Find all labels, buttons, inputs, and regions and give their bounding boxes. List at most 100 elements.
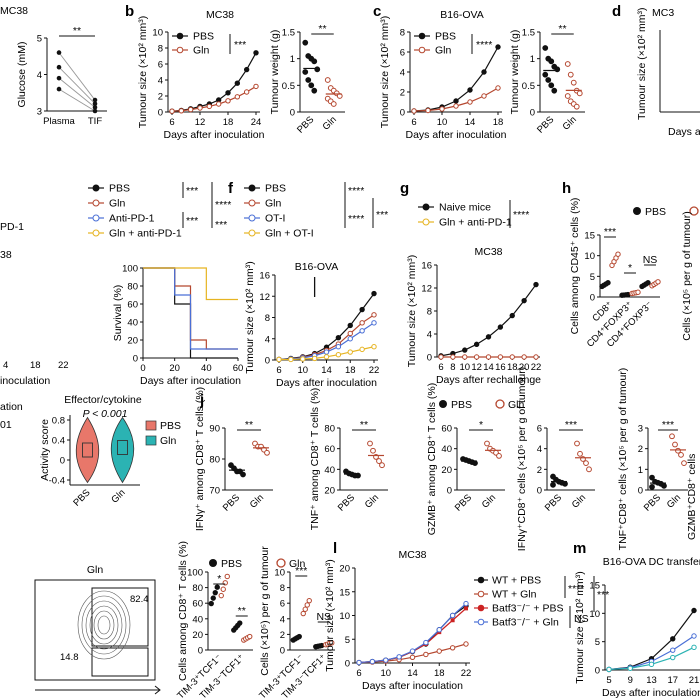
panel-l-legend-marker-3 xyxy=(477,618,485,626)
legend-k-gln-marker xyxy=(276,558,286,568)
panel-j4-series-1-point-4 xyxy=(586,466,592,473)
panel-b-xtick-label-2: 18 xyxy=(223,117,234,128)
panel-b-series-0-point-9 xyxy=(253,50,259,56)
panel-k2-series-1-cat-0-pt-3 xyxy=(224,573,230,580)
panel-l-series-3-point-0 xyxy=(356,659,362,666)
panel-j5-sig-0: *** xyxy=(662,419,674,431)
panel-e-legend-marker-3 xyxy=(92,229,100,237)
panel-f-series-0-point-5 xyxy=(335,334,342,341)
panel-c-ytick-label-2: 4 xyxy=(400,68,405,79)
panel-m-series-2-point-0 xyxy=(606,666,612,673)
panel-c-ytick-label-4: 8 xyxy=(400,28,405,39)
panel-j5-ytick-label-0: 0 xyxy=(638,486,643,497)
panel-g-series-1-point-7 xyxy=(521,354,527,360)
panel-k1-gate-value-1: 14.8 xyxy=(60,652,79,663)
panel-k1-contour-0 xyxy=(97,615,111,635)
panel-b2-cat-0: PBS xyxy=(295,114,316,135)
legend-k-pbs: PBS xyxy=(221,558,242,570)
panel-k1: Gln 82.4 14.8 xyxy=(34,564,161,695)
panel-l-legend-label-0: WT + PBS xyxy=(492,575,541,587)
panel-j5-series-1-point-4 xyxy=(681,460,687,467)
panel-c-xtick-label-1: 10 xyxy=(437,117,448,128)
panel-j4-series-1-point-1 xyxy=(577,450,583,457)
legend-h-gln-marker xyxy=(689,206,699,216)
panel-j2-ytick-label-1: 40 xyxy=(324,465,335,476)
panel-f-ytick-label-3: 12 xyxy=(259,292,270,303)
panel-b-series-0-line xyxy=(171,52,257,112)
panel-a-plasma-2 xyxy=(56,75,62,81)
panel-f-series-0-point-6 xyxy=(347,322,353,329)
fragment-e-3: inoculation xyxy=(0,375,50,387)
panel-k1-contour-2 xyxy=(89,605,119,645)
panel-h-series-0-cat-2-pt-3 xyxy=(645,280,651,286)
panel-c-series-1-point-3 xyxy=(453,103,459,109)
panel-label-b: b xyxy=(125,3,134,20)
panel-k2-ytick-label-2: 40 xyxy=(192,614,203,625)
panel-j5-series-0-point-5 xyxy=(649,484,655,490)
panel-m-series-0-point-4 xyxy=(691,607,697,614)
panel-j4-ytick-label-0: 0 xyxy=(537,486,542,497)
fragment-d-xlabel: Days a xyxy=(668,126,700,138)
panel-j2-ytick-label-2: 60 xyxy=(324,444,335,455)
panel-f-ytick-label-4: 16 xyxy=(259,271,270,282)
panel-b-series-0-point-8 xyxy=(243,66,250,73)
panel-k1-gate-bottom xyxy=(91,647,149,677)
panel-b-ytick-label-2: 4 xyxy=(158,76,163,87)
panel-j5-ytick-label-1: 1 xyxy=(638,465,643,476)
panel-e2-ylabel: Survival (%) xyxy=(112,285,124,342)
panel-i2-legend-label-0: PBS xyxy=(160,420,181,432)
panel-j3-series-1-point-0 xyxy=(484,440,490,447)
panel-i2-ylabel: Activity score xyxy=(39,419,51,481)
panel-c-series-1-point-2 xyxy=(439,106,445,112)
panel-c2-cat-1: Gln xyxy=(561,114,579,132)
panel-f-series-2-point-4 xyxy=(323,349,330,355)
panel-i2-pvalue: P < 0.001 xyxy=(83,408,128,420)
panel-l-ytick-label-0: 0 xyxy=(345,659,350,670)
panel-j2-ytick-label-3: 80 xyxy=(324,424,335,435)
panel-l-ytick-label-4: 20 xyxy=(339,564,350,575)
panel-b-legend-label-0: PBS xyxy=(193,31,214,43)
panel-h-sig-2: NS xyxy=(643,254,658,266)
panel-c-ylabel: Tumour size (×10² mm³) xyxy=(379,16,391,129)
panel-j4-ytick-label-2: 4 xyxy=(537,444,542,455)
panel-l-ytick-label-1: 5 xyxy=(345,635,350,646)
panel-b-ytick-label-0: 0 xyxy=(158,108,163,119)
fragment-i-1: ation xyxy=(0,401,23,413)
panel-j2-series-1-point-0 xyxy=(367,440,373,447)
panel-l-xlabel: Days after inoculation xyxy=(362,680,463,692)
panel-a-ytick-label-1: 4 xyxy=(37,70,42,81)
panel-f-series-3-point-3 xyxy=(311,355,318,362)
panel-l-legend-label-3: Batf3⁻/⁻ + Gln xyxy=(492,617,559,629)
panel-k3-series-1-cat-0-pt-0 xyxy=(300,610,306,617)
panel-k1-gate-top xyxy=(91,587,149,647)
panel-l-series-2-point-8 xyxy=(464,606,468,611)
panel-b2-series-1-point-7 xyxy=(330,101,337,107)
panel-j5-series-1-point-3 xyxy=(678,451,684,458)
panel-k2-series-1-cat-0-pt-1 xyxy=(220,586,226,592)
panel-j3-ytick-label-1: 20 xyxy=(441,465,452,476)
panel-m-xtick-label-4: 21 xyxy=(689,675,700,686)
panel-h-sig-0: *** xyxy=(604,226,616,238)
panel-b-legend-marker-0 xyxy=(176,32,184,40)
panel-f-series-3-point-1 xyxy=(288,356,294,363)
panel-b-series-1-point-8 xyxy=(243,89,250,95)
panel-l-series-3-point-1 xyxy=(369,658,376,665)
panel-m-xtick-label-1: 9 xyxy=(628,675,633,686)
panel-f-series-0-point-8 xyxy=(371,290,377,297)
panel-j1-series-1-point-4 xyxy=(264,449,270,456)
panel-m-ytick-label-1: 5 xyxy=(595,637,600,648)
panel-b-ytick-label-3: 6 xyxy=(158,60,163,71)
panel-label-l: l xyxy=(333,540,337,557)
panel-l-sig-0: **** xyxy=(568,583,584,595)
panel-c-series-1-point-5 xyxy=(481,93,487,99)
panel-g-legend-marker-1 xyxy=(422,218,430,226)
panel-k3-ylabel: Cells (×10⁵) per g of tumour xyxy=(259,546,271,676)
panel-g-series-1-point-8 xyxy=(533,354,539,360)
panel-l-ytick-label-3: 15 xyxy=(339,587,350,598)
panel-k3-ytick-label-4: 8 xyxy=(280,583,285,594)
panel-g-xtick-label-0: 6 xyxy=(438,362,443,373)
panel-e2-xlabel: Days after inoculation xyxy=(140,375,241,387)
